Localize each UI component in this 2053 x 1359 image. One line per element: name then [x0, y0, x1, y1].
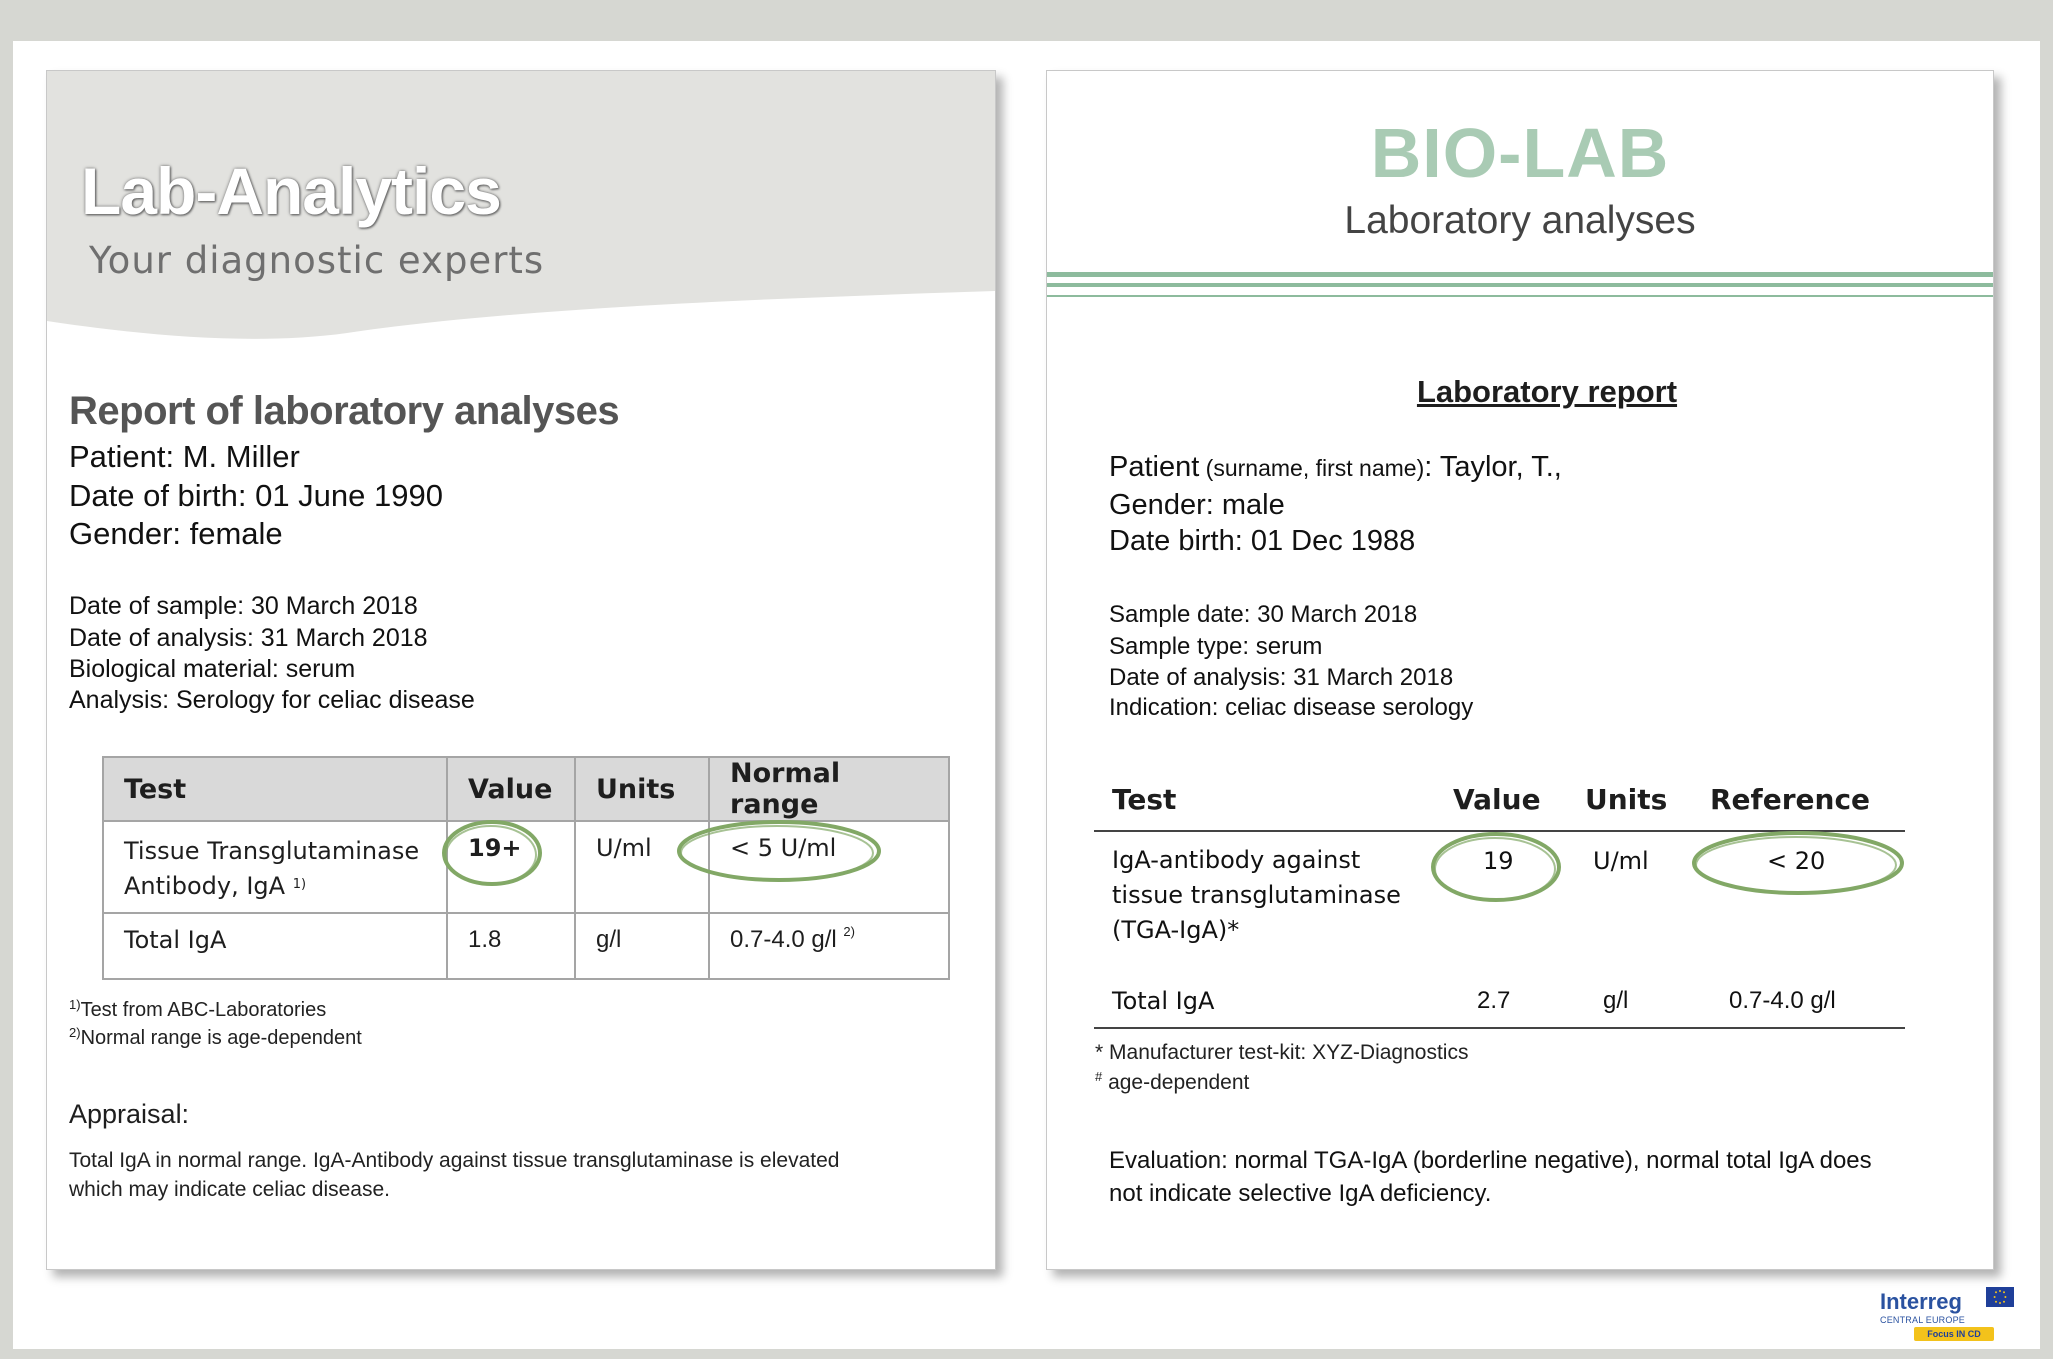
biological-material: Biological material: serum — [69, 655, 356, 683]
patient-name: Patient (surname, first name): Taylor, T… — [1109, 451, 1562, 483]
patient-dob: Date of birth: 01 June 1990 — [69, 478, 443, 513]
sample-date: Date of sample: 30 March 2018 — [69, 592, 418, 620]
test-name-cell: IgA-antibody against tissue transglutami… — [1112, 846, 1401, 944]
header-value: Value — [1453, 783, 1541, 816]
value-cell: 19 — [1483, 847, 1514, 875]
table-row: Total IgA 1.8 g/l 0.7-4.0 g/l 2) — [102, 912, 950, 980]
left-frame-bar — [0, 41, 13, 1359]
range-cell: < 5 U/ml — [708, 820, 950, 914]
highlight-circle — [1692, 831, 1904, 895]
highlight-circle — [442, 820, 542, 886]
logo-program: CENTRAL EUROPE — [1880, 1315, 1965, 1325]
header-units: Units — [1585, 783, 1668, 816]
header-rule — [1047, 283, 1993, 287]
results-table: Test Value Units Normal range Tissue Tra… — [102, 756, 950, 980]
report-heading: Report of laboratory analyses — [69, 389, 620, 433]
units-cell: U/ml — [1593, 847, 1649, 875]
reference-cell: 0.7-4.0 g/l — [1729, 987, 1836, 1014]
table-row: Tissue Transglutaminase Antibody, IgA 1)… — [102, 820, 950, 914]
brand-tagline: Your diagnostic experts — [89, 239, 545, 282]
brand-title: Lab-Analytics — [81, 154, 502, 228]
footnote-2: # age-dependent — [1095, 1069, 1250, 1094]
sample-type: Sample type: serum — [1109, 633, 1323, 660]
analysis-type: Analysis: Serology for celiac disease — [69, 686, 475, 714]
lab-analytics-report: Lab-Analytics Your diagnostic experts Re… — [46, 70, 996, 1270]
evaluation-line: not indicate selective IgA deficiency. — [1109, 1180, 1492, 1207]
table-rule — [1094, 1027, 1905, 1029]
test-name-line2: Antibody, IgA — [124, 872, 286, 900]
analysis-date: Date of analysis: 31 March 2018 — [1109, 664, 1454, 691]
units-cell: g/l — [574, 912, 710, 980]
logo-project: Focus IN CD — [1914, 1327, 1994, 1341]
header-value: Value — [446, 756, 576, 822]
test-name-cell: Tissue Transglutaminase Antibody, IgA 1) — [102, 820, 448, 914]
value-cell: 19+ — [446, 820, 576, 914]
right-frame-bar — [2040, 41, 2053, 1359]
patient-dob: Date birth: 01 Dec 1988 — [1109, 525, 1416, 557]
appraisal-line: which may indicate celiac disease. — [69, 1178, 390, 1201]
patient-name: Patient: M. Miller — [69, 439, 300, 474]
header-reference: Reference — [1710, 783, 1871, 816]
sample-date: Sample date: 30 March 2018 — [1109, 601, 1418, 628]
brand-subtitle: Laboratory analyses — [1344, 199, 1696, 242]
footnote-1: * Manufacturer test-kit: XYZ-Diagnostics — [1095, 1041, 1469, 1064]
range-text: 0.7-4.0 g/l — [730, 926, 837, 953]
footnote-ref: 1) — [292, 877, 307, 892]
brand-title: BIO-LAB — [1370, 114, 1670, 192]
top-frame-bar — [0, 0, 2053, 41]
interreg-logo: Interreg CENTRAL EUROPE Focus IN CD — [1878, 1283, 2014, 1343]
test-name-cell: Total IgA — [102, 912, 448, 980]
analysis-date: Date of analysis: 31 March 2018 — [69, 624, 428, 652]
highlight-circle — [677, 820, 881, 882]
evaluation-line: Evaluation: normal TGA-IgA (borderline n… — [1109, 1147, 1872, 1174]
header-test: Test — [1112, 783, 1177, 816]
patient-gender: Gender: female — [69, 516, 283, 551]
range-cell: 0.7-4.0 g/l 2) — [708, 912, 950, 980]
header-rule — [1047, 295, 1993, 297]
header-test: Test — [102, 756, 448, 822]
header-units: Units — [574, 756, 710, 822]
footnote-ref: 2) — [843, 924, 855, 939]
header-banner — [47, 71, 995, 339]
logo-name: Interreg — [1880, 1289, 1962, 1314]
table-header-row: Test Value Units Normal range — [102, 756, 950, 822]
bio-lab-report: BIO-LAB Laboratory analyses Laboratory r… — [1046, 70, 1994, 1270]
patient-gender: Gender: male — [1109, 489, 1285, 521]
value-cell: 1.8 — [446, 912, 576, 980]
indication: Indication: celiac disease serology — [1109, 694, 1474, 721]
highlight-circle — [1431, 832, 1561, 902]
appraisal-label: Appraisal: — [69, 1099, 190, 1129]
report-heading: Laboratory report — [1416, 374, 1678, 409]
header-rule — [1047, 272, 1993, 277]
table-rule — [1094, 830, 1905, 832]
appraisal-line: Total IgA in normal range. IgA-Antibody … — [69, 1149, 840, 1172]
units-cell: U/ml — [574, 820, 710, 914]
reference-cell: < 20 — [1767, 847, 1826, 875]
value-cell: 2.7 — [1477, 987, 1511, 1014]
footnote-1: 1)Test from ABC-Laboratories — [69, 997, 327, 1021]
eu-flag-icon — [1986, 1287, 2014, 1307]
test-name-cell: Total IgA — [1112, 987, 1215, 1015]
header-normal-range: Normal range — [708, 756, 950, 822]
footnote-2: 2)Normal range is age-dependent — [69, 1025, 362, 1049]
bottom-frame-bar — [0, 1349, 2053, 1359]
units-cell: g/l — [1603, 987, 1629, 1014]
test-name-line1: Tissue Transglutaminase — [124, 837, 420, 865]
